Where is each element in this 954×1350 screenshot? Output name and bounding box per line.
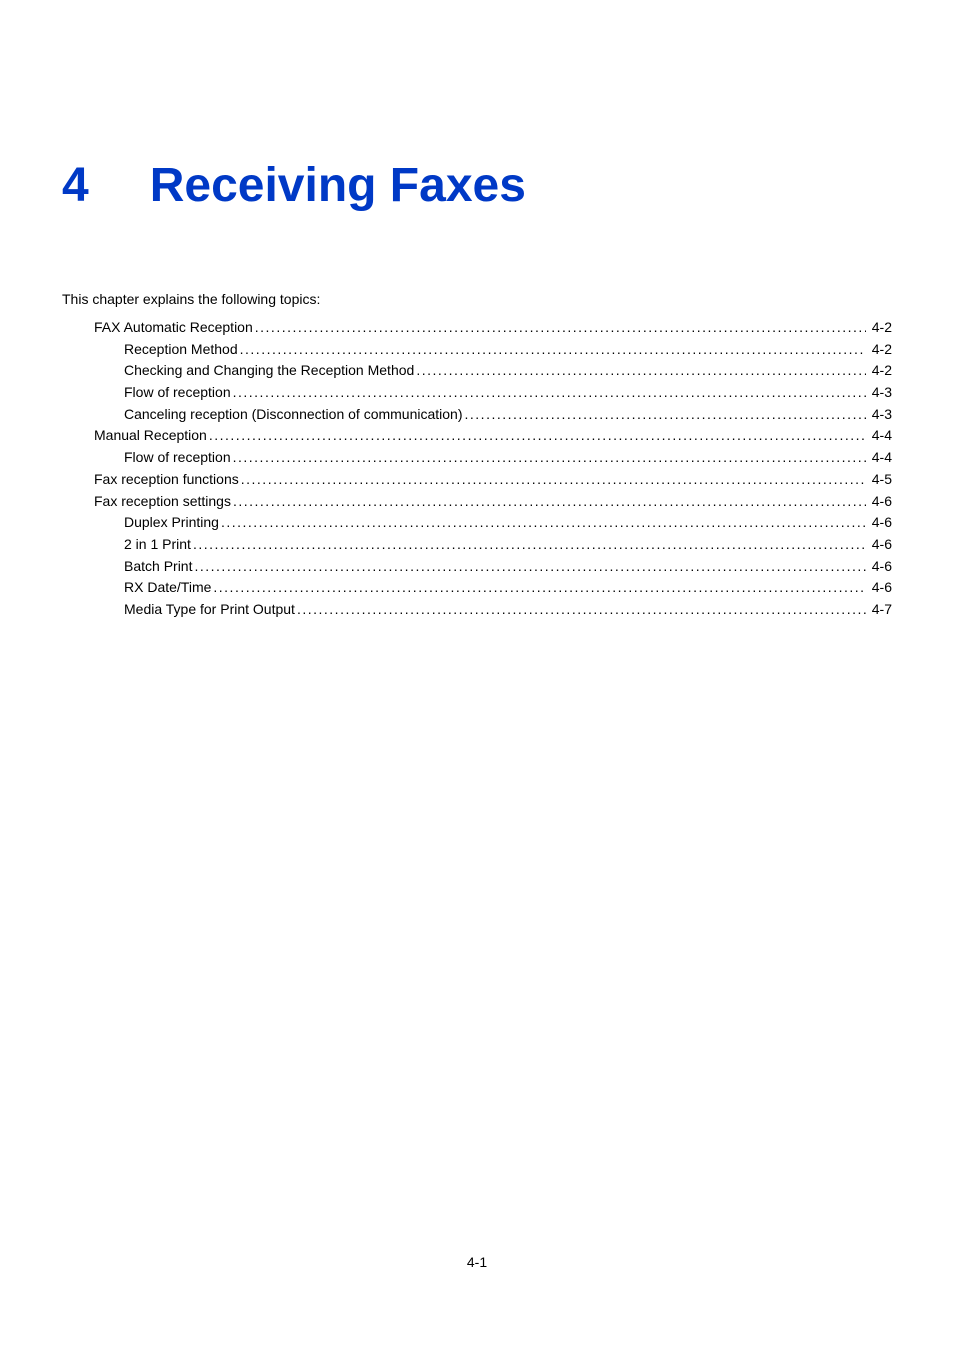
toc-label: RX Date/Time: [124, 577, 211, 599]
document-page: 4 Receiving Faxes This chapter explains …: [0, 0, 954, 621]
toc-label: Duplex Printing: [124, 512, 219, 534]
toc-page-ref: 4-3: [868, 382, 892, 404]
table-of-contents: FAX Automatic Reception 4-2 Reception Me…: [62, 317, 892, 621]
toc-page-ref: 4-4: [868, 425, 892, 447]
toc-entry[interactable]: Reception Method 4-2: [94, 339, 892, 361]
toc-entry[interactable]: Duplex Printing 4-6: [94, 512, 892, 534]
toc-label: Fax reception functions: [94, 469, 239, 491]
toc-entry[interactable]: FAX Automatic Reception 4-2: [94, 317, 892, 339]
toc-entry[interactable]: Flow of reception 4-3: [94, 382, 892, 404]
toc-page-ref: 4-2: [868, 360, 892, 382]
toc-page-ref: 4-6: [868, 491, 892, 513]
page-number: 4-1: [0, 1254, 954, 1270]
toc-entry[interactable]: Media Type for Print Output 4-7: [94, 599, 892, 621]
toc-label: Flow of reception: [124, 382, 231, 404]
toc-leader: [241, 469, 866, 491]
toc-page-ref: 4-6: [868, 512, 892, 534]
chapter-header: 4 Receiving Faxes: [62, 158, 892, 213]
toc-entry[interactable]: Batch Print 4-6: [94, 556, 892, 578]
toc-label: FAX Automatic Reception: [94, 317, 253, 339]
toc-page-ref: 4-2: [868, 339, 892, 361]
toc-label: Fax reception settings: [94, 491, 231, 513]
toc-page-ref: 4-3: [868, 404, 892, 426]
toc-page-ref: 4-6: [868, 556, 892, 578]
toc-entry[interactable]: Flow of reception 4-4: [94, 447, 892, 469]
toc-leader: [240, 339, 866, 361]
toc-leader: [213, 577, 865, 599]
toc-page-ref: 4-6: [868, 577, 892, 599]
toc-entry[interactable]: Canceling reception (Disconnection of co…: [94, 404, 892, 426]
toc-leader: [194, 556, 865, 578]
toc-entry[interactable]: Checking and Changing the Reception Meth…: [94, 360, 892, 382]
toc-leader: [465, 404, 866, 426]
toc-entry[interactable]: Fax reception functions 4-5: [94, 469, 892, 491]
toc-label: Manual Reception: [94, 425, 207, 447]
toc-leader: [221, 512, 866, 534]
toc-leader: [233, 491, 866, 513]
toc-leader: [209, 425, 866, 447]
toc-entry[interactable]: RX Date/Time 4-6: [94, 577, 892, 599]
toc-page-ref: 4-7: [868, 599, 892, 621]
toc-label: Reception Method: [124, 339, 238, 361]
toc-leader: [255, 317, 866, 339]
toc-page-ref: 4-4: [868, 447, 892, 469]
intro-text: This chapter explains the following topi…: [62, 291, 892, 307]
toc-entry[interactable]: Fax reception settings 4-6: [94, 491, 892, 513]
chapter-number: 4: [62, 158, 88, 213]
toc-page-ref: 4-5: [868, 469, 892, 491]
toc-leader: [233, 382, 866, 404]
toc-leader: [233, 447, 866, 469]
toc-page-ref: 4-6: [868, 534, 892, 556]
toc-leader: [416, 360, 865, 382]
toc-label: Media Type for Print Output: [124, 599, 295, 621]
toc-label: Canceling reception (Disconnection of co…: [124, 404, 463, 426]
toc-label: 2 in 1 Print: [124, 534, 191, 556]
chapter-title: Receiving Faxes: [150, 158, 526, 213]
toc-leader: [193, 534, 866, 556]
toc-entry[interactable]: Manual Reception 4-4: [94, 425, 892, 447]
toc-label: Flow of reception: [124, 447, 231, 469]
toc-label: Checking and Changing the Reception Meth…: [124, 360, 414, 382]
toc-label: Batch Print: [124, 556, 192, 578]
toc-entry[interactable]: 2 in 1 Print 4-6: [94, 534, 892, 556]
toc-page-ref: 4-2: [868, 317, 892, 339]
toc-leader: [297, 599, 866, 621]
